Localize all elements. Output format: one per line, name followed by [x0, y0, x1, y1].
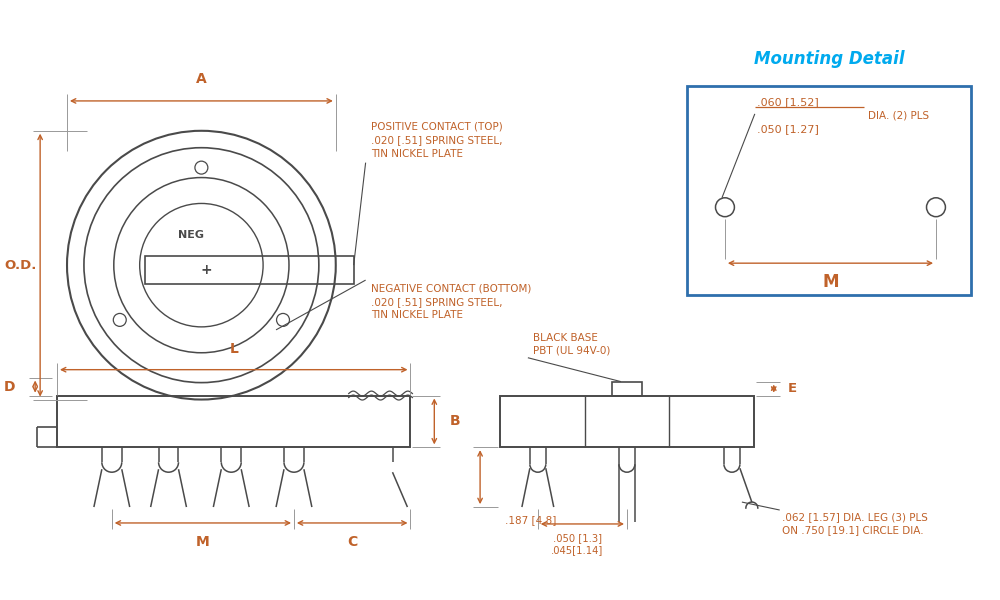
Text: NEG: NEG [178, 230, 204, 241]
Text: .050 [1.3]
.045[1.14]: .050 [1.3] .045[1.14] [551, 533, 604, 555]
Text: BLACK BASE
PBT (UL 94V-0): BLACK BASE PBT (UL 94V-0) [533, 332, 610, 356]
Text: .060 [1.52]: .060 [1.52] [757, 97, 819, 107]
Text: C: C [347, 535, 357, 549]
Text: NEGATIVE CONTACT (BOTTOM)
.020 [.51] SPRING STEEL,
TIN NICKEL PLATE: NEGATIVE CONTACT (BOTTOM) .020 [.51] SPR… [371, 283, 531, 320]
Bar [57, 395, 410, 448]
Text: B: B [450, 415, 461, 428]
Bar [500, 395, 754, 448]
Text: Mounting Detail: Mounting Detail [754, 50, 904, 68]
Text: A: A [196, 72, 207, 86]
Text: .062 [1.57] DIA. LEG (3) PLS
ON .750 [19.1] CIRCLE DIA.: .062 [1.57] DIA. LEG (3) PLS ON .750 [19… [782, 512, 928, 535]
Bar [145, 256, 354, 284]
Text: .187 [4.8]: .187 [4.8] [505, 515, 556, 525]
Bar [612, 382, 642, 395]
Text: DIA. (2) PLS: DIA. (2) PLS [868, 111, 929, 121]
Text: .050 [1.27]: .050 [1.27] [757, 124, 819, 134]
Text: POSITIVE CONTACT (TOP)
.020 [.51] SPRING STEEL,
TIN NICKEL PLATE: POSITIVE CONTACT (TOP) .020 [.51] SPRING… [371, 121, 502, 158]
Text: +: + [201, 263, 212, 277]
Text: O.D.: O.D. [4, 259, 36, 272]
Text: M: M [196, 535, 210, 549]
Text: D: D [4, 380, 15, 394]
Text: E: E [788, 382, 797, 395]
Text: L: L [229, 342, 238, 356]
Bar [687, 86, 971, 295]
Text: M: M [822, 273, 839, 291]
